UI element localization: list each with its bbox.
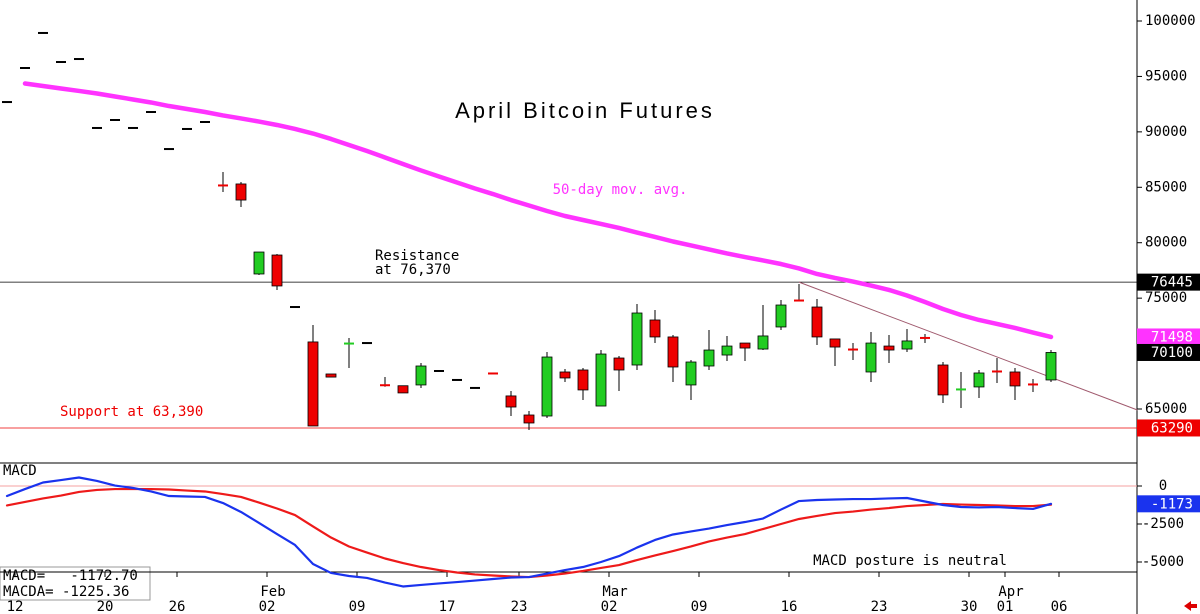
- x-tick-label: 23: [871, 599, 888, 614]
- candle-body: [775, 304, 787, 328]
- value-flag-label: 71498: [1151, 329, 1193, 345]
- value-flag-label: -1173: [1151, 496, 1193, 512]
- macd-line: [5, 476, 1053, 588]
- x-tick-label: 16: [781, 599, 798, 614]
- x-tick-label: 09: [349, 599, 366, 614]
- value-flag: [1137, 419, 1200, 437]
- x-month-label: Feb: [260, 584, 285, 600]
- value-flag: [1137, 343, 1200, 361]
- y-tick-label: 75000: [1145, 290, 1187, 306]
- x-tick-label: 02: [601, 599, 618, 614]
- candle-body: [397, 385, 409, 394]
- y-tick-label: -5000: [1142, 554, 1184, 570]
- candle-body: [631, 312, 643, 366]
- candle-body: [739, 342, 751, 349]
- candle-body: [541, 356, 553, 417]
- x-tick-label: 12: [7, 599, 24, 614]
- level-annotation: Support at 63,390: [60, 404, 203, 420]
- value-flag-label: 76445: [1151, 275, 1193, 291]
- value-flag: [1137, 328, 1200, 346]
- candle-body: [685, 361, 697, 386]
- candle-body: [667, 336, 679, 368]
- y-tick-label: 100000: [1145, 13, 1196, 29]
- candle-body: [757, 335, 769, 350]
- level-annotation: Resistance: [375, 248, 459, 264]
- candle-body: [883, 345, 895, 351]
- candle-body: [721, 345, 733, 356]
- x-tick-label: 06: [1051, 599, 1068, 614]
- candle-body: [1009, 371, 1021, 387]
- y-tick-label: 65000: [1145, 401, 1187, 417]
- ma-label: 50-day mov. avg.: [553, 182, 688, 198]
- candle-body: [613, 357, 625, 371]
- y-tick-label: 80000: [1145, 235, 1187, 251]
- candle-body: [235, 183, 247, 201]
- x-tick-label: 30: [961, 599, 978, 614]
- candle-body: [253, 251, 265, 275]
- candle-body: [937, 364, 949, 396]
- readout: MACD= -1172.70: [3, 568, 138, 584]
- candle-body: [811, 306, 823, 338]
- y-tick-label: 95000: [1145, 68, 1187, 84]
- x-tick-label: 26: [169, 599, 186, 614]
- x-tick-label: 17: [439, 599, 456, 614]
- value-flag: [1137, 495, 1200, 513]
- value-flag-label: 63290: [1151, 420, 1193, 436]
- candle-body: [505, 395, 517, 408]
- candle-body: [325, 373, 337, 378]
- y-tick-label: 0: [1159, 478, 1167, 494]
- candle-body: [1045, 352, 1057, 381]
- macd-label: MACD: [3, 463, 37, 479]
- x-tick-label: 02: [259, 599, 276, 614]
- candle-body: [649, 319, 661, 338]
- candle-body: [703, 349, 715, 367]
- y-tick-label: 90000: [1145, 124, 1187, 140]
- candle-body: [307, 341, 319, 427]
- macd-note: MACD posture is neutral: [813, 553, 1007, 569]
- level-annotation: at 76,370: [375, 262, 451, 278]
- candle-body: [559, 371, 571, 379]
- x-tick-label: 23: [511, 599, 528, 614]
- value-flag-label: 70100: [1151, 345, 1193, 361]
- moving-average: [22, 81, 1054, 340]
- value-flag: [1137, 273, 1200, 291]
- candle-body: [415, 365, 427, 386]
- x-month-label: Mar: [602, 584, 627, 600]
- x-tick-label: 09: [691, 599, 708, 614]
- x-tick-label: 20: [97, 599, 114, 614]
- trend-line: [798, 281, 1138, 411]
- x-tick-label: 01: [997, 599, 1014, 614]
- nav-arrow[interactable]: [1184, 601, 1197, 611]
- chart-title: April Bitcoin Futures: [455, 98, 715, 123]
- readout: MACDA= -1225.36: [3, 584, 129, 600]
- candle-body: [829, 338, 841, 348]
- candle-body: [595, 353, 607, 407]
- x-month-label: Apr: [998, 584, 1023, 600]
- candle-body: [901, 340, 913, 350]
- candle-body: [523, 414, 535, 424]
- candle-body: [865, 342, 877, 373]
- y-tick-label: 85000: [1145, 179, 1187, 195]
- candle-body: [271, 254, 283, 287]
- candle-body: [577, 369, 589, 391]
- y-tick-label: -2500: [1142, 516, 1184, 532]
- candle-body: [973, 372, 985, 388]
